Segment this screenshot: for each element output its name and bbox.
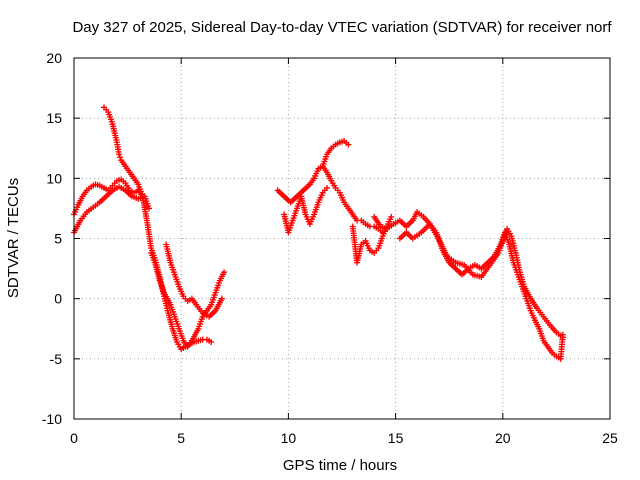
y-tick-label: 5 <box>54 231 62 247</box>
x-tick-labels: 0 5 10 15 20 25 <box>70 430 618 446</box>
x-axis-title: GPS time / hours <box>283 457 397 474</box>
data-point <box>345 141 352 148</box>
x-tick-label: 25 <box>602 430 618 446</box>
x-tick-label: 5 <box>177 430 185 446</box>
y-tick-label: 15 <box>46 110 62 126</box>
data-point <box>117 154 124 161</box>
y-tick-label: 20 <box>46 50 62 66</box>
x-tick-label: 10 <box>281 430 297 446</box>
x-tick-label: 0 <box>70 430 78 446</box>
data-point <box>208 338 215 345</box>
data-point <box>221 269 228 276</box>
data-point <box>323 184 330 191</box>
data-marks <box>71 104 566 362</box>
data-point <box>218 295 225 302</box>
x-tick-label: 20 <box>495 430 511 446</box>
series-segment-1d <box>148 249 228 350</box>
y-tick-label: -10 <box>42 411 62 427</box>
series-segment-1c <box>101 104 215 353</box>
y-tick-label: -5 <box>50 351 63 367</box>
data-point <box>116 151 123 158</box>
chart-title: Day 327 of 2025, Sidereal Day-to-day VTE… <box>72 19 612 36</box>
grid-lines <box>74 58 610 419</box>
series-segment-2c <box>319 138 352 170</box>
y-tick-labels: -10 -5 0 5 10 15 20 <box>42 50 62 427</box>
y-tick-label: 0 <box>54 291 62 307</box>
series-segment-2a <box>274 163 386 236</box>
data-point <box>388 213 395 220</box>
series-segment-2d <box>349 213 395 266</box>
series-segment-1b <box>71 183 153 236</box>
x-tick-label: 15 <box>388 430 404 446</box>
series-segment-1e <box>163 241 225 320</box>
y-axis-title: SDTVAR / TECUs <box>5 178 22 298</box>
data-point <box>146 205 153 212</box>
series-segment-2e <box>371 209 566 362</box>
axis-ticks <box>73 57 611 420</box>
series-segment-2b <box>281 184 330 236</box>
series-segment-2f <box>396 221 566 341</box>
y-tick-label: 10 <box>46 170 62 186</box>
data-point <box>559 334 566 341</box>
